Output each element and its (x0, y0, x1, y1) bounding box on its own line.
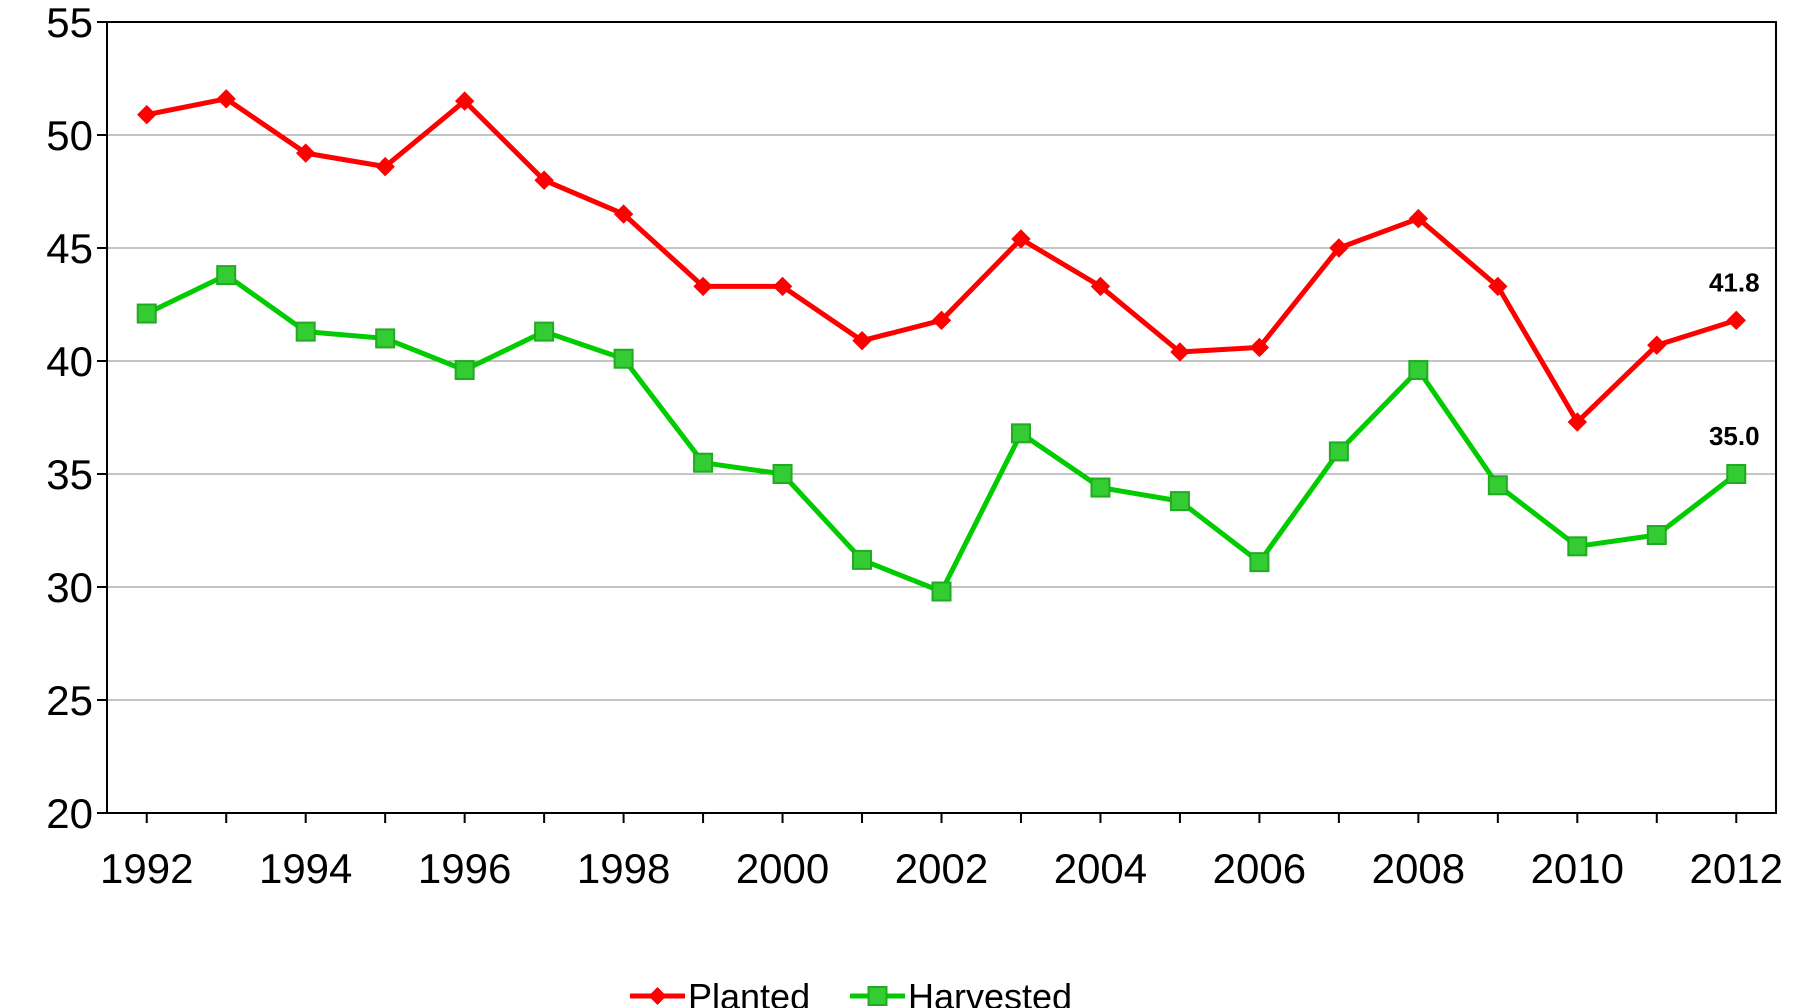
planted-series (137, 89, 1746, 432)
series-layer (136, 89, 1747, 602)
harvested-point (1249, 552, 1270, 573)
planted-point (1011, 229, 1031, 249)
planted-point (1249, 337, 1270, 358)
planted-point (1090, 276, 1111, 297)
harvested-end-label: 35.0 (1709, 421, 1760, 451)
x-axis-tick-labels: 1992 1994 1996 1998 2000 2002 2004 2006 2008 2010… (100, 845, 1783, 892)
planted-point (1488, 276, 1508, 297)
y-tick-label: 20 (46, 790, 93, 837)
x-tick-label: 2004 (1054, 845, 1147, 892)
harvested-point (1487, 475, 1508, 496)
planted-point (216, 89, 236, 109)
legend-marker-planted (648, 987, 667, 1005)
y-tick-label: 35 (46, 451, 93, 498)
axis-ticks (97, 21, 1738, 823)
gridlines (107, 134, 1776, 701)
planted-point (295, 143, 316, 163)
y-tick-label: 40 (46, 338, 93, 385)
x-tick-label: 1996 (418, 845, 511, 892)
planted-point (454, 91, 475, 111)
x-tick-label: 1998 (577, 845, 670, 892)
harvested-point (1328, 441, 1349, 462)
planted-point (693, 276, 713, 297)
y-tick-label: 55 (46, 0, 93, 46)
plot-area (106, 21, 1777, 814)
planted-point (852, 330, 872, 351)
legend-label-planted: Planted (688, 976, 810, 1008)
y-axis-tick-labels: 20 25 30 35 40 45 50 55 (46, 0, 93, 837)
harvested-point (295, 321, 316, 342)
planted-point (534, 170, 554, 190)
x-tick-label: 2012 (1690, 845, 1783, 892)
planted-point (613, 204, 634, 224)
harvested-point (216, 265, 237, 286)
planted-point (1647, 335, 1667, 355)
legend-item-harvested: Harvested (850, 976, 1072, 1008)
harvested-point (772, 464, 793, 484)
harvested-point (1646, 525, 1667, 546)
harvested-point (375, 328, 396, 349)
harvested-point (1726, 464, 1747, 484)
y-tick-label: 50 (46, 112, 93, 159)
x-tick-label: 2010 (1531, 845, 1624, 892)
harvested-point (1408, 360, 1429, 381)
legend-item-planted: Planted (630, 976, 810, 1008)
y-tick-label: 30 (46, 564, 93, 611)
planted-point (1170, 342, 1190, 362)
data-labels: 41.8 35.0 (1709, 267, 1760, 451)
y-tick-label: 45 (46, 225, 93, 272)
x-tick-label: 2006 (1213, 845, 1306, 892)
planted-end-label: 41.8 (1709, 267, 1760, 297)
planted-point (1567, 412, 1588, 432)
harvested-point (613, 348, 634, 369)
legend: Planted Harvested (630, 976, 1072, 1008)
harvested-point (1010, 423, 1031, 444)
harvested-point (534, 321, 555, 342)
x-tick-label: 1992 (100, 845, 193, 892)
planted-point (375, 156, 395, 177)
planted-point (931, 310, 952, 331)
planted-line (146, 96, 1738, 425)
harvested-point (1567, 536, 1588, 557)
x-tick-label: 2000 (736, 845, 829, 892)
legend-label-harvested: Harvested (908, 976, 1072, 1008)
harvested-point (1169, 491, 1190, 512)
x-tick-label: 2002 (895, 845, 988, 892)
planted-point (1726, 310, 1746, 331)
harvested-point (454, 360, 475, 381)
harvested-series (136, 265, 1747, 602)
harvested-point (852, 549, 873, 570)
planted-point (137, 104, 157, 125)
harvested-point (1090, 477, 1111, 498)
planted-point (1329, 238, 1349, 258)
y-tick-label: 25 (46, 677, 93, 724)
planted-point (772, 276, 793, 297)
x-tick-label: 1994 (259, 845, 352, 892)
legend-marker-harvested (867, 986, 888, 1006)
planted-point (1408, 208, 1429, 229)
x-tick-label: 2008 (1372, 845, 1465, 892)
harvested-point (931, 581, 952, 602)
harvested-point (136, 303, 157, 324)
harvested-point (693, 452, 714, 473)
